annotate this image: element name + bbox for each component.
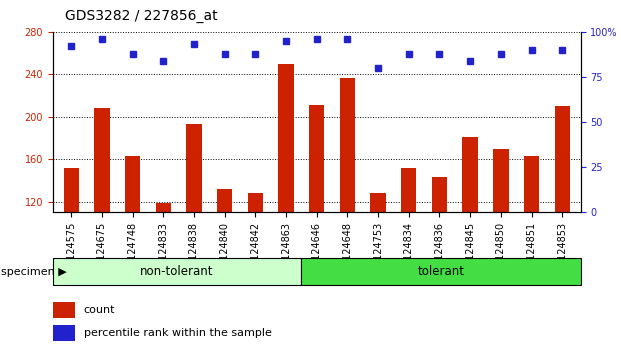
Text: non-tolerant: non-tolerant <box>140 265 214 278</box>
Bar <box>248 193 263 212</box>
Text: specimen ▶: specimen ▶ <box>1 267 67 277</box>
Bar <box>94 108 109 212</box>
Text: GDS3282 / 227856_at: GDS3282 / 227856_at <box>65 9 218 23</box>
Bar <box>217 189 232 212</box>
Bar <box>278 64 294 212</box>
Bar <box>493 149 509 212</box>
Bar <box>53 258 301 285</box>
Bar <box>156 203 171 212</box>
Bar <box>53 302 75 318</box>
Bar <box>186 124 202 212</box>
Text: count: count <box>84 305 116 315</box>
Bar <box>463 137 478 212</box>
Bar <box>53 325 75 341</box>
Bar <box>340 78 355 212</box>
Text: tolerant: tolerant <box>417 265 465 278</box>
Bar <box>370 193 386 212</box>
Text: percentile rank within the sample: percentile rank within the sample <box>84 328 272 338</box>
Bar <box>309 105 324 212</box>
Bar <box>524 156 539 212</box>
Bar <box>63 168 79 212</box>
Bar <box>125 156 140 212</box>
Bar <box>301 258 581 285</box>
Bar <box>432 177 447 212</box>
Bar <box>401 168 417 212</box>
Bar <box>555 106 570 212</box>
